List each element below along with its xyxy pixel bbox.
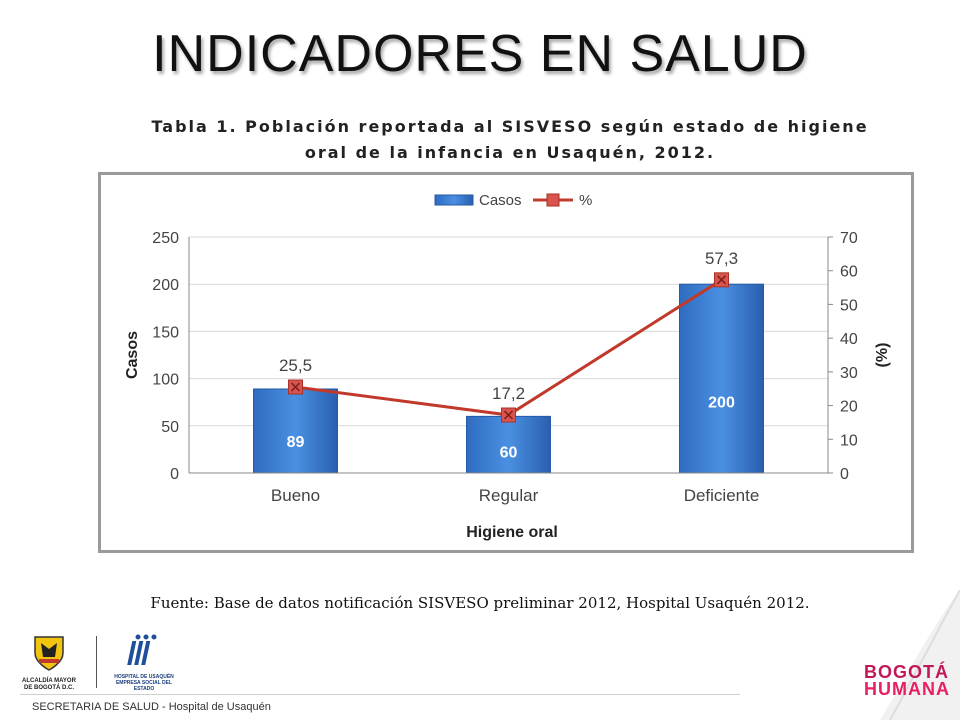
alcaldia-label-1: ALCALDÍA MAYOR [22, 678, 76, 684]
y2-tick-label-0: 0 [840, 466, 849, 483]
hospital-icon [127, 634, 157, 665]
table-title: Tabla 1. Población reportada al SISVESO … [130, 114, 890, 166]
percent-marker-cross [503, 410, 514, 420]
y2-tick-label-3: 30 [840, 365, 858, 382]
slide-title: INDICADORES EN SALUD [152, 25, 808, 83]
percent-marker-cross [290, 382, 301, 392]
logo-divider [96, 636, 97, 688]
bogota-logo-line-2: HUMANA [864, 679, 950, 699]
y2-tick-label-1: 10 [840, 432, 858, 449]
table-title-line-1: Tabla 1. Población reportada al SISVESO … [151, 117, 869, 136]
y2-tick-label-5: 50 [840, 297, 858, 314]
legend-marker-percent [546, 193, 560, 207]
y2-tick-label-4: 40 [840, 331, 858, 348]
y-tick-label-1: 50 [161, 419, 179, 436]
y-tick-label-2: 100 [152, 372, 179, 389]
alcaldia-logo: ALCALDÍA MAYOR DE BOGOTÁ D.C. [14, 633, 84, 692]
coat-of-arms-icon [34, 636, 64, 671]
y2-tick-label-6: 60 [840, 264, 858, 281]
hospital-logo: HOSPITAL DE USAQUÉN EMPRESA SOCIAL DEL E… [106, 633, 182, 692]
footer-divider [20, 694, 740, 695]
x-tick-label-2: Deficiente [684, 486, 760, 505]
x-axis-title: Higiene oral [466, 524, 558, 541]
percent-value-label-2: 57,3 [705, 249, 738, 268]
hospital-label-2: EMPRESA SOCIAL DEL ESTADO [115, 680, 173, 692]
bogota-logo-line-1: BOGOTÁ [864, 662, 949, 682]
bar-value-label-0: 89 [287, 434, 305, 451]
chart-frame: 89 60 200 25,5 17,2 57,3 0 50 100 150 200 250 0 10 2… [98, 172, 914, 553]
y-tick-label-4: 200 [152, 277, 179, 294]
bar-deficiente [679, 283, 764, 474]
bar-value-label-2: 200 [708, 394, 735, 411]
alcaldia-label-2: DE BOGOTÁ D.C. [23, 685, 74, 691]
combo-chart: 89 60 200 25,5 17,2 57,3 0 50 100 150 200 250 0 10 2… [124, 192, 891, 541]
hospital-label-1: HOSPITAL DE USAQUÉN [114, 674, 174, 680]
y-tick-label-3: 150 [152, 324, 179, 341]
source-note: Fuente: Base de datos notificación SISVE… [150, 594, 810, 612]
bar-value-label-1: 60 [500, 444, 518, 461]
x-tick-label-1: Regular [479, 486, 539, 505]
legend-swatch-casos [434, 194, 474, 206]
legend-label-casos: Casos [479, 192, 522, 209]
bogota-humana-logo: BOGOTÁ HUMANA [864, 662, 950, 699]
percent-value-label-0: 25,5 [279, 356, 312, 375]
page-curl-decoration [880, 590, 960, 720]
y2-axis-title: (%) [874, 343, 891, 368]
y2-tick-label-7: 70 [840, 230, 858, 247]
percent-marker-cross [716, 275, 727, 285]
y-tick-label-5: 250 [152, 230, 179, 247]
footer-text: SECRETARIA DE SALUD - Hospital de Usaqué… [32, 701, 271, 713]
table-title-line-2: oral de la infancia en Usaquén, 2012. [304, 143, 716, 162]
percent-value-label-1: 17,2 [492, 384, 525, 403]
x-tick-label-0: Bueno [271, 486, 320, 505]
y2-tick-label-2: 20 [840, 399, 858, 416]
y-tick-label-0: 0 [170, 466, 179, 483]
legend-label-percent: % [579, 192, 592, 209]
bar-bueno [253, 388, 338, 474]
y-axis-title: Casos [124, 331, 141, 379]
